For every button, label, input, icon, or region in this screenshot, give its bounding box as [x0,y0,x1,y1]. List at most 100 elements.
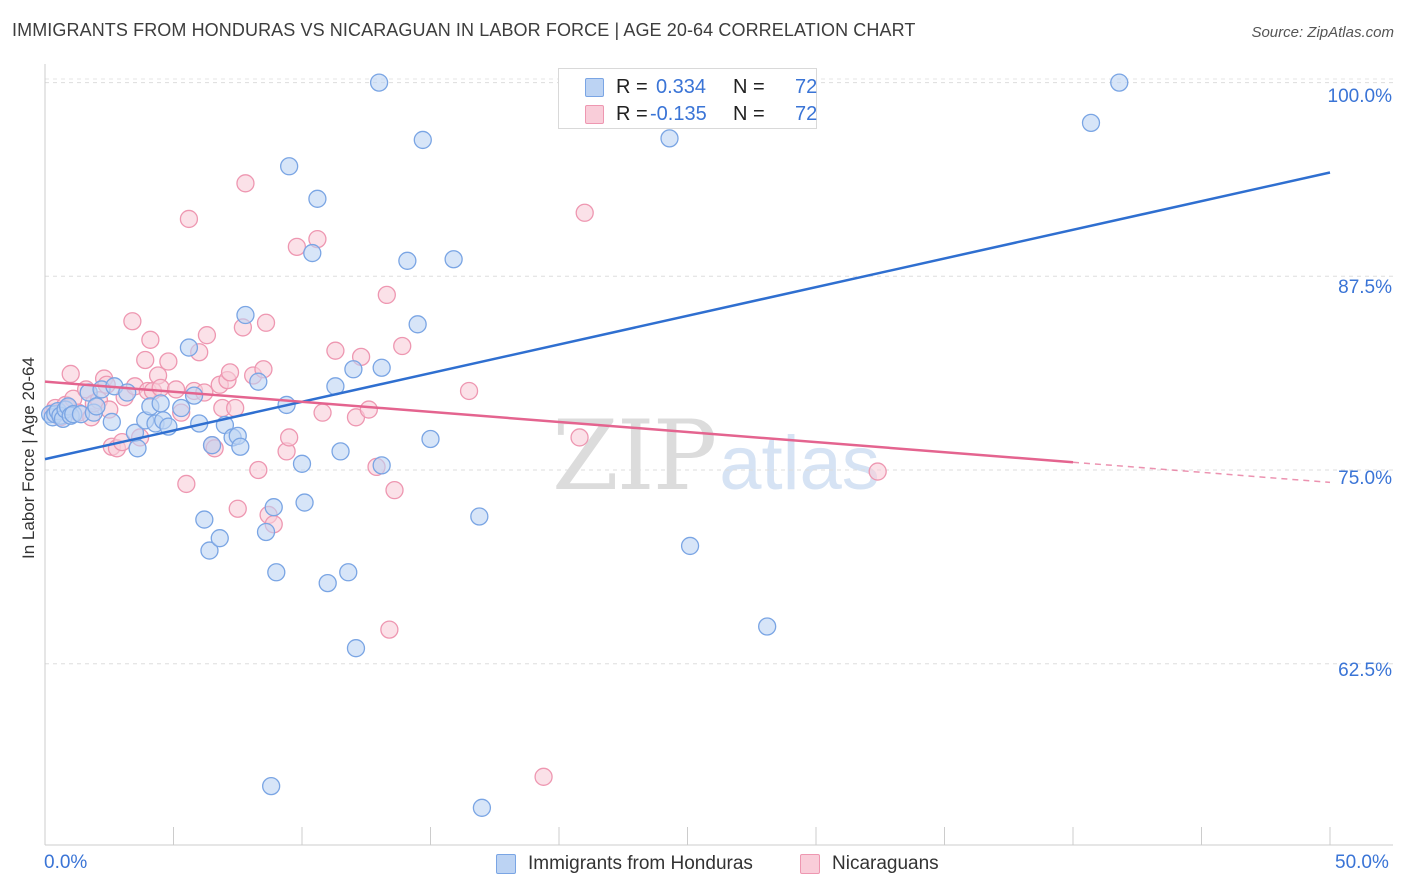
nicaraguans-point [236,174,255,193]
legend-n-value: 72 [795,76,818,98]
honduras-trend-line [44,171,1331,461]
honduras-point [372,358,391,377]
honduras-point [267,563,286,582]
honduras-point [151,394,170,413]
honduras-point [279,157,299,176]
honduras-point [346,639,366,658]
nicaraguans-point [256,313,276,332]
nicaraguans-trend-line-extension [1072,461,1331,484]
nicaraguans-points [43,174,887,786]
honduras-point [444,250,463,269]
nicaraguans-point [141,330,160,349]
honduras-point [249,372,268,391]
honduras-point [369,73,389,92]
legend-n-value: 72 [795,103,818,125]
nicaraguans-point [287,237,307,257]
legend-r-label: R = [616,76,648,98]
nicaraguans-point [459,381,479,401]
y-tick-label-100: 100.0% [1327,86,1392,107]
honduras-point [236,305,255,325]
honduras-point [1110,73,1129,92]
axes [44,64,1393,846]
x-tick-label-max: 50.0% [1335,852,1389,873]
nicaraguans-point [228,499,247,518]
legend-label-nicaraguans: Nicaraguans [832,853,939,874]
honduras-point [331,442,350,461]
honduras-point [184,386,204,405]
honduras-point [680,536,700,556]
trend-lines [44,171,1331,484]
honduras-point [264,498,283,517]
nicaraguans-point [249,460,268,480]
honduras-point [372,456,391,475]
legend-r-value: 0.334 [656,76,707,98]
nicaraguans-point [179,209,199,229]
nicaraguans-point [151,378,170,398]
legend-r-value: -0.135 [650,103,707,125]
honduras-point [413,130,432,150]
honduras-point [472,798,492,817]
nicaraguans-point [359,400,378,419]
x-tick-label-min: 0.0% [44,852,88,873]
nicaraguans-point [220,363,240,382]
legend-label-honduras: Immigrants from Honduras [528,853,753,874]
nicaraguans-point [534,767,553,786]
nicaraguans-point [385,480,404,500]
legend-n-label: N = [733,103,765,125]
honduras-points [40,73,1129,817]
nicaraguans-point [197,326,217,345]
chart-title: IMMIGRANTS FROM HONDURAS VS NICARAGUAN I… [12,20,916,40]
nicaraguans-point [575,203,594,222]
nicaraguans-point [123,312,142,331]
nicaraguans-point [159,352,178,371]
honduras-point [308,189,327,208]
legend-swatch-blue [585,78,604,97]
nicaraguans-point [393,336,412,356]
honduras-point [344,360,363,379]
honduras-point [292,454,312,473]
honduras-point [408,315,427,334]
nicaraguans-point [570,428,589,447]
honduras-point [318,573,337,593]
nicaraguans-point [177,474,196,494]
honduras-point [256,522,276,542]
honduras-point [231,437,250,456]
honduras-point [1081,113,1101,133]
honduras-point [303,243,322,263]
honduras-point [339,563,358,582]
honduras-point [179,338,199,357]
legend-swatch-pink [800,854,820,874]
y-tick-label-75: 75.0% [1338,468,1392,489]
legend-swatch-pink [585,105,604,124]
honduras-point [202,436,222,455]
nicaraguans-trend-line [44,380,1074,464]
honduras-point [262,776,281,796]
legend-swatch-blue [496,854,516,874]
honduras-point [87,397,106,416]
honduras-point [128,439,147,458]
nicaraguans-point [279,428,299,447]
honduras-point [470,507,489,526]
series-legend: Immigrants from Honduras Nicaraguans [0,852,1406,878]
legend-r-label: R = [616,103,648,125]
honduras-point [172,398,191,418]
honduras-point [398,251,417,270]
honduras-point [758,617,777,636]
honduras-point [660,129,679,148]
nicaraguans-point [166,380,186,399]
nicaraguans-point [377,285,396,305]
nicaraguans-point [326,341,345,360]
source-credit: Source: ZipAtlas.com [1251,24,1394,41]
nicaraguans-point [136,350,155,370]
nicaraguans-point [226,398,245,418]
honduras-point [295,493,314,512]
y-tick-label-62-5: 62.5% [1338,660,1392,681]
nicaraguans-point [380,620,399,639]
honduras-point [210,529,229,548]
honduras-point [421,429,440,449]
y-tick-label-87-5: 87.5% [1338,277,1392,298]
honduras-point [102,412,121,432]
legend-n-label: N = [733,76,765,98]
honduras-point [200,541,219,560]
